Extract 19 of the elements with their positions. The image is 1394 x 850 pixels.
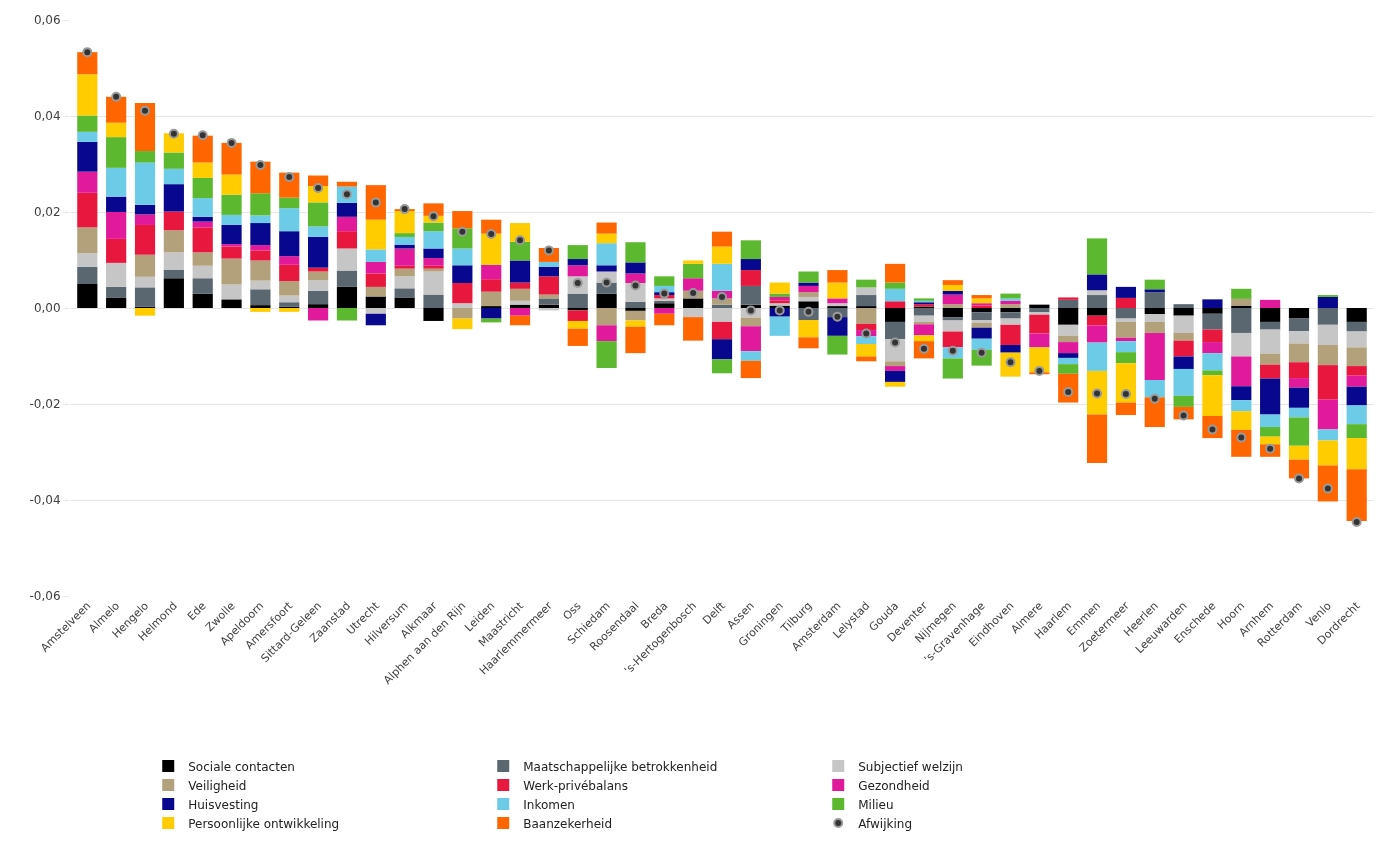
legend-label: Gezondheid xyxy=(858,778,930,793)
legend-label: Subjectief welzijn xyxy=(858,759,963,774)
y-tick-label: -0,06 xyxy=(29,589,61,604)
y-tick-label: -0,02 xyxy=(29,397,61,412)
legend-label: Maatschappelijke betrokkenheid xyxy=(523,759,718,774)
legend-label: Afwijking xyxy=(858,816,913,831)
legend-label: Sociale contacten xyxy=(188,759,295,774)
legend-label: Milieu xyxy=(858,797,894,812)
y-tick-label: 0,00 xyxy=(33,301,61,316)
legend-label: Werk-privébalans xyxy=(523,778,628,793)
legend-label: Veiligheid xyxy=(188,778,247,793)
legend-label: Huisvesting xyxy=(188,797,259,812)
legend-label: Persoonlijke ontwikkeling xyxy=(188,816,340,831)
y-tick-label: 0,02 xyxy=(33,205,61,220)
legend-label: Inkomen xyxy=(523,797,575,812)
y-tick-label: -0,04 xyxy=(29,493,61,508)
legend-label: Baanzekerheid xyxy=(523,816,613,831)
y-tick-label: 0,06 xyxy=(33,13,61,28)
y-tick-label: 0,04 xyxy=(33,109,61,124)
